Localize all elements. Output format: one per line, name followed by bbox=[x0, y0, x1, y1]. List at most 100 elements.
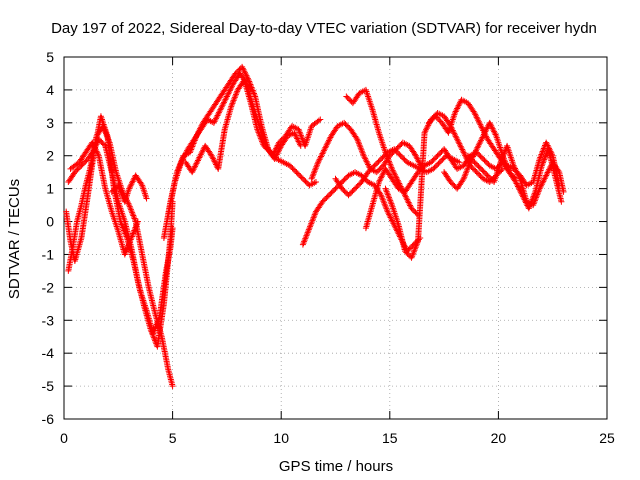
data-point bbox=[126, 184, 133, 191]
data-point bbox=[475, 143, 482, 150]
y-tick-label: 2 bbox=[46, 148, 54, 164]
data-point bbox=[381, 201, 388, 208]
data-point bbox=[218, 103, 225, 110]
data-point bbox=[102, 129, 109, 136]
data-point bbox=[344, 94, 351, 101]
data-point bbox=[379, 196, 386, 203]
data-point bbox=[117, 188, 124, 195]
data-point bbox=[376, 177, 383, 184]
data-point bbox=[533, 193, 540, 200]
data-point bbox=[459, 147, 466, 154]
data-point bbox=[400, 155, 407, 162]
series-arc-3 bbox=[65, 123, 176, 390]
data-point bbox=[127, 237, 134, 244]
data-point bbox=[365, 162, 372, 169]
data-point bbox=[382, 152, 389, 159]
data-point bbox=[411, 208, 418, 215]
data-point bbox=[396, 151, 403, 158]
data-point bbox=[534, 190, 541, 197]
data-point bbox=[92, 145, 99, 152]
data-point bbox=[488, 124, 495, 131]
data-point bbox=[242, 69, 248, 76]
data-point bbox=[232, 92, 239, 99]
data-point bbox=[99, 140, 106, 147]
data-point bbox=[382, 204, 389, 211]
data-point bbox=[71, 169, 78, 176]
data-point bbox=[318, 153, 325, 160]
data-point bbox=[530, 200, 537, 207]
data-point bbox=[501, 150, 508, 157]
data-point bbox=[192, 161, 199, 168]
data-point bbox=[478, 154, 485, 161]
data-point bbox=[436, 117, 443, 124]
data-point bbox=[290, 166, 297, 173]
data-point bbox=[256, 132, 263, 139]
data-point bbox=[266, 148, 273, 155]
data-point bbox=[321, 146, 328, 153]
data-point bbox=[278, 136, 285, 143]
data-point bbox=[308, 175, 315, 182]
data-point bbox=[498, 157, 505, 164]
data-point bbox=[123, 233, 130, 240]
data-point bbox=[220, 100, 227, 107]
data-point bbox=[472, 167, 479, 174]
data-point bbox=[105, 136, 112, 143]
y-tick-label: 5 bbox=[46, 49, 54, 65]
data-point bbox=[500, 151, 507, 158]
data-point bbox=[180, 154, 187, 161]
data-point bbox=[210, 119, 217, 126]
data-point bbox=[213, 115, 220, 122]
data-point bbox=[360, 152, 367, 159]
data-point bbox=[100, 123, 107, 130]
data-point bbox=[343, 93, 350, 100]
data-point bbox=[546, 165, 553, 172]
data-point bbox=[182, 150, 189, 157]
data-point bbox=[111, 186, 118, 193]
data-point bbox=[169, 225, 176, 232]
data-point bbox=[380, 153, 387, 160]
data-point bbox=[194, 157, 201, 164]
data-point bbox=[356, 142, 363, 149]
data-point bbox=[471, 166, 478, 173]
data-point bbox=[128, 233, 135, 240]
data-point bbox=[345, 96, 352, 103]
data-point bbox=[121, 251, 128, 258]
axes bbox=[63, 56, 608, 420]
data-point bbox=[224, 92, 231, 99]
data-point bbox=[456, 159, 463, 166]
data-point bbox=[388, 200, 395, 207]
data-point bbox=[299, 135, 306, 142]
data-point bbox=[383, 188, 390, 195]
data-point bbox=[179, 156, 186, 163]
data-point bbox=[312, 165, 319, 172]
data-point bbox=[498, 156, 505, 163]
data-point bbox=[481, 157, 488, 164]
data-point bbox=[304, 229, 311, 236]
data-point bbox=[123, 248, 130, 255]
data-point bbox=[89, 139, 96, 146]
data-point bbox=[212, 116, 219, 123]
data-point bbox=[473, 114, 480, 121]
data-point bbox=[383, 205, 390, 212]
data-point bbox=[121, 229, 128, 236]
data-point bbox=[195, 156, 202, 163]
data-point bbox=[308, 219, 315, 226]
data-point bbox=[408, 205, 415, 212]
data-point bbox=[393, 148, 400, 155]
data-point bbox=[77, 163, 84, 170]
data-point bbox=[131, 226, 138, 233]
data-point bbox=[119, 192, 126, 199]
data-point bbox=[404, 196, 411, 203]
data-point bbox=[534, 191, 541, 198]
data-point bbox=[468, 156, 475, 163]
data-point bbox=[120, 226, 127, 233]
data-point bbox=[126, 203, 133, 210]
data-point bbox=[226, 89, 233, 96]
data-point bbox=[413, 154, 420, 161]
data-point bbox=[558, 198, 565, 205]
data-point bbox=[402, 248, 409, 255]
data-point bbox=[476, 164, 483, 171]
data-point bbox=[103, 132, 110, 139]
data-point bbox=[89, 141, 96, 148]
data-point bbox=[80, 159, 87, 166]
